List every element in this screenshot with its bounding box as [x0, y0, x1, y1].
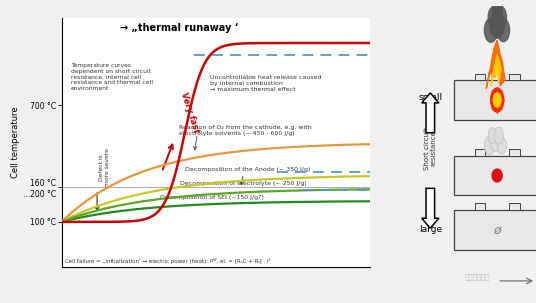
Circle shape — [485, 18, 497, 42]
Text: Uncontrollable heat release caused
by internal combustion
→ maximum thermal effe: Uncontrollable heat release caused by in… — [210, 75, 321, 92]
Circle shape — [490, 88, 504, 112]
Bar — [455, 210, 536, 250]
Circle shape — [494, 6, 507, 29]
Circle shape — [492, 1, 502, 19]
Text: → „thermal runaway ‘: → „thermal runaway ‘ — [120, 23, 238, 33]
Text: Defect is
more severe: Defect is more severe — [99, 148, 110, 186]
Bar — [509, 203, 520, 210]
Text: Reaction of O₂ from the cathode, e.g. with
electrolyte solvents (~ 450 - 600 J/g: Reaction of O₂ from the cathode, e.g. wi… — [179, 125, 311, 136]
Text: Decomposition of SEI (~150 J/g?): Decomposition of SEI (~150 J/g?) — [160, 195, 264, 200]
Circle shape — [488, 128, 497, 144]
Polygon shape — [486, 40, 505, 89]
Polygon shape — [491, 55, 501, 86]
Bar — [474, 149, 486, 156]
Text: Very fast: Very fast — [178, 91, 200, 134]
Text: Decomposition of the Anode (~ 350 J/g): Decomposition of the Anode (~ 350 J/g) — [185, 167, 310, 172]
Circle shape — [490, 131, 501, 152]
Bar — [455, 80, 536, 120]
Text: Short circuit
resistance: Short circuit resistance — [424, 127, 437, 170]
Text: small: small — [418, 93, 442, 102]
Text: Cell failure = „Initialization‘ → electric power (heat): Pᵂ, el. = [RₛC + Rᵢ] · : Cell failure = „Initialization‘ → electr… — [65, 258, 270, 264]
Bar — [509, 149, 520, 156]
Circle shape — [497, 137, 507, 154]
Text: large: large — [419, 225, 442, 234]
Bar — [474, 203, 486, 210]
Bar — [474, 74, 486, 80]
Y-axis label: Cell temperature: Cell temperature — [11, 107, 20, 178]
Bar — [509, 74, 520, 80]
FancyArrow shape — [422, 188, 439, 228]
Circle shape — [488, 7, 500, 28]
Text: Decomposition of electrolyte (~ 250 J/g): Decomposition of electrolyte (~ 250 J/g) — [180, 181, 307, 186]
Bar — [455, 156, 536, 195]
Text: ø: ø — [493, 223, 501, 236]
Circle shape — [493, 93, 501, 107]
Ellipse shape — [492, 169, 502, 182]
Text: 汽车电子设计: 汽车电子设计 — [464, 273, 490, 280]
Circle shape — [497, 19, 510, 42]
Circle shape — [485, 137, 494, 155]
Text: Temperature curves
dependent on short circuit
resistance, internal cell
resistan: Temperature curves dependent on short ci… — [71, 63, 153, 91]
Circle shape — [490, 11, 504, 38]
Circle shape — [494, 127, 503, 144]
FancyArrow shape — [422, 93, 439, 133]
